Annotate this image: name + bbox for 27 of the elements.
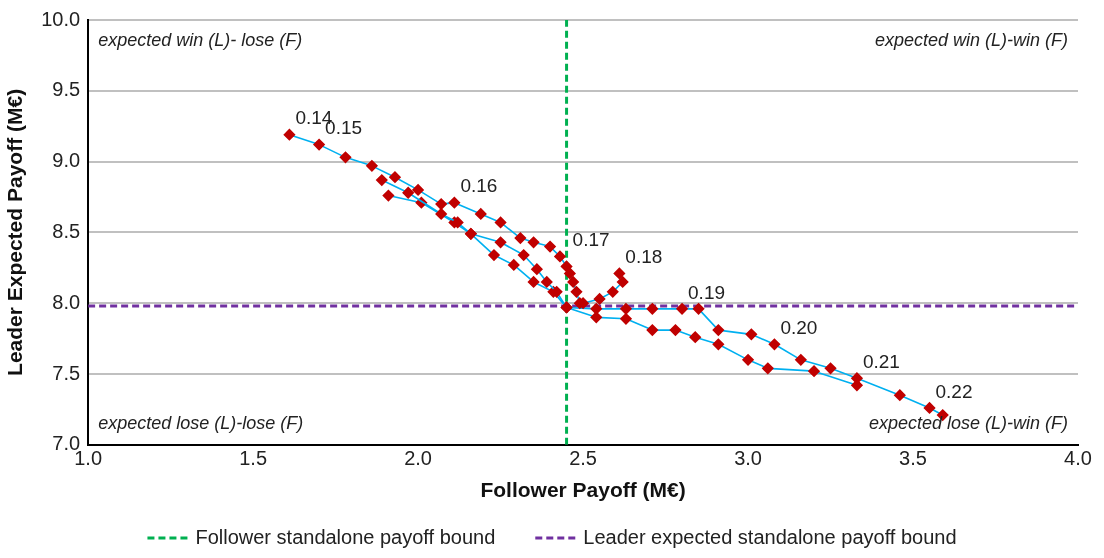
annotation: 0.16: [460, 175, 498, 197]
x-tick-label: 3.5: [899, 447, 927, 470]
y-tick-label: 8.0: [52, 290, 81, 313]
y-axis-title: Leader Expected Payoff (M€): [3, 88, 27, 376]
annotation: expected win (L)- lose (F): [98, 30, 303, 50]
x-tick-label: 3.0: [734, 447, 762, 470]
y-tick-label: 8.5: [52, 219, 81, 242]
y-tick-label: 9.0: [52, 149, 81, 172]
legend-label: Follower standalone payoff bound: [195, 525, 496, 548]
x-tick-label: 2.5: [569, 447, 597, 470]
y-tick-label: 7.5: [52, 361, 81, 384]
annotation: expected lose (L)-win (F): [868, 412, 1068, 433]
annotation: expected win (L)-win (F): [874, 30, 1068, 50]
x-tick-label: 4.0: [1064, 447, 1092, 470]
y-tick-label: 10.0: [41, 7, 81, 30]
annotation: 0.21: [862, 350, 900, 372]
y-tick-label: 9.5: [52, 78, 81, 101]
x-tick-label: 2.0: [404, 447, 432, 470]
annotation: 0.20: [780, 317, 818, 338]
legend-label: Leader expected standalone payoff bound: [583, 525, 957, 548]
x-axis-title: Follower Payoff (M€): [480, 478, 686, 502]
annotation: expected lose (L)-lose (F): [98, 412, 304, 433]
annotation: 0.18: [625, 246, 663, 268]
annotation: 0.19: [688, 281, 726, 303]
annotation: 0.17: [572, 229, 610, 251]
x-tick-label: 1.5: [239, 447, 268, 470]
annotation: 0.22: [935, 380, 973, 402]
